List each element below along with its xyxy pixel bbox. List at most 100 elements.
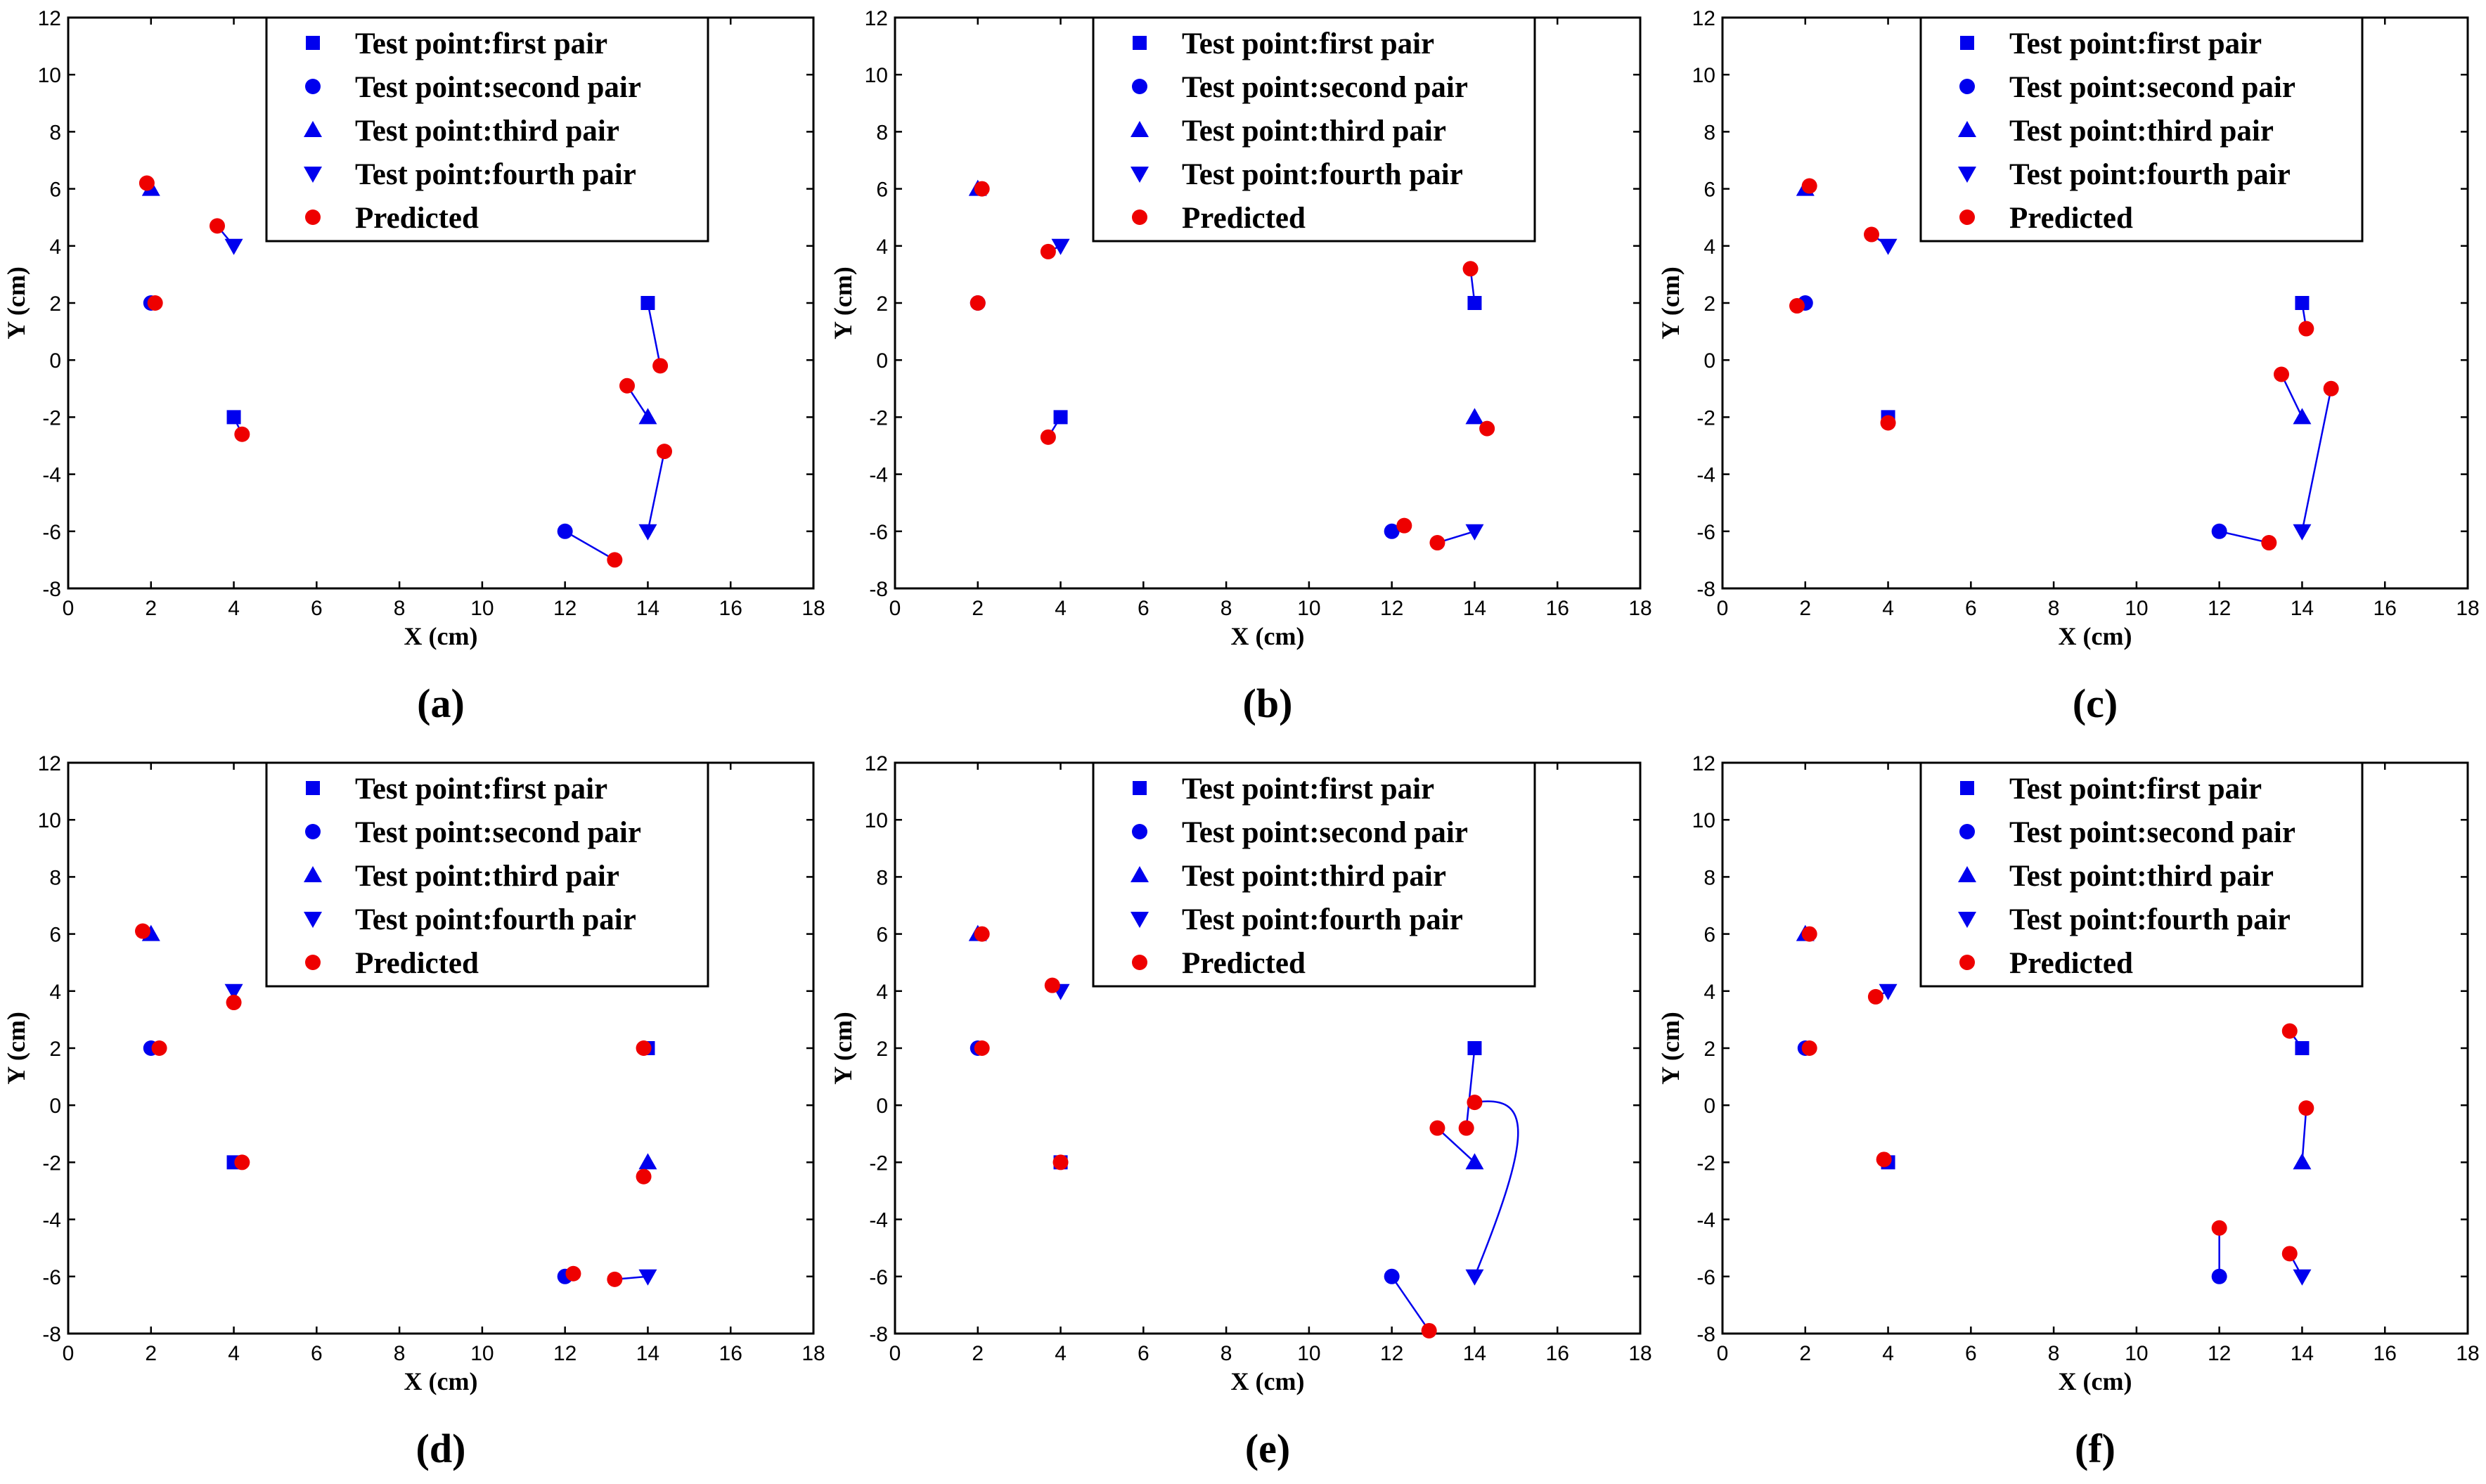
x-tick-label: 4: [1882, 597, 1894, 620]
x-tick-label: 16: [719, 597, 742, 620]
panel-label: (d): [416, 1426, 466, 1471]
predicted-point: [139, 175, 155, 191]
predicted-point: [1421, 1322, 1437, 1338]
test-point: [224, 983, 243, 1000]
x-tick-label: 2: [972, 1342, 984, 1365]
y-tick-label: 12: [1692, 7, 1715, 30]
legend-marker: [1132, 209, 1147, 225]
legend-entry: Test point:fourth pair: [1182, 158, 1463, 191]
test-point: [1465, 524, 1484, 541]
predicted-point: [210, 218, 225, 234]
x-tick-label: 6: [1138, 597, 1149, 620]
x-tick-label: 12: [553, 597, 577, 620]
x-tick-label: 4: [1055, 1342, 1067, 1365]
y-tick-label: -2: [1696, 406, 1715, 430]
legend-entry: Test point:fourth pair: [1182, 903, 1463, 936]
y-tick-label: -4: [42, 1209, 61, 1232]
predicted-point: [234, 426, 250, 442]
predicted-point: [1801, 1040, 1817, 1056]
y-tick-label: 4: [49, 235, 61, 259]
panel-label: (a): [417, 680, 465, 726]
x-tick-label: 4: [228, 597, 240, 620]
panel-label: (f): [2075, 1426, 2115, 1471]
predicted-point: [652, 358, 669, 374]
x-axis-label: X (cm): [2059, 1367, 2132, 1395]
chart-panel: 0 2 4 6 8 10 12 14 16 18 -8 -6 -4 -2 0 2 4 6 8 10 12 X (cm) Y …: [829, 7, 1652, 726]
predicted-point: [1040, 429, 1056, 445]
x-tick-label: 16: [1546, 1342, 1569, 1365]
y-tick-label: -4: [1696, 464, 1715, 487]
legend-entry: Predicted: [2009, 947, 2133, 980]
legend-marker: [304, 121, 322, 137]
x-tick-label: 12: [553, 1342, 577, 1365]
x-tick-label: 10: [470, 597, 494, 620]
predicted-point: [2281, 1023, 2298, 1039]
legend-entry: Test point:second pair: [355, 816, 641, 849]
test-point: [2293, 1269, 2312, 1286]
predicted-point: [2298, 321, 2314, 337]
x-tick-label: 16: [2374, 1342, 2397, 1365]
legend: Test point:first pair Test point:second p…: [1092, 16, 1536, 243]
test-point: [640, 296, 655, 310]
y-tick-label: 12: [865, 7, 888, 30]
connection-line: [2280, 373, 2303, 418]
x-tick-label: 0: [1717, 597, 1729, 620]
x-tick-label: 0: [63, 1342, 75, 1365]
y-tick-label: 4: [49, 981, 61, 1004]
y-tick-label: -2: [869, 1151, 888, 1175]
legend-marker: [304, 866, 322, 882]
legend-box: [265, 16, 709, 243]
test-point: [2211, 1268, 2227, 1284]
predicted-point: [974, 926, 990, 942]
x-tick-label: 14: [2291, 597, 2314, 620]
chart-panel: 0 2 4 6 8 10 12 14 16 18 -8 -6 -4 -2 0 2 4 6 8 10 12 X (cm) Y …: [1656, 752, 2480, 1471]
y-tick-label: 0: [49, 349, 61, 373]
x-tick-label: 8: [2048, 597, 2060, 620]
predicted-point: [147, 295, 163, 311]
test-point: [224, 238, 243, 255]
y-tick-label: 8: [1704, 121, 1715, 144]
y-tick-label: 10: [38, 809, 61, 832]
predicted-point: [2261, 535, 2277, 551]
x-tick-label: 12: [2208, 597, 2231, 620]
predicted-point: [1789, 298, 1805, 314]
y-tick-label: 0: [1704, 1095, 1715, 1118]
y-tick-label: 0: [876, 1095, 888, 1118]
x-tick-label: 4: [228, 1342, 240, 1365]
predicted-point: [226, 995, 242, 1011]
legend-marker: [1959, 824, 1975, 839]
predicted-point: [607, 1271, 623, 1287]
x-tick-label: 0: [889, 597, 901, 620]
x-tick-label: 18: [1628, 1342, 1651, 1365]
predicted-point: [1044, 977, 1060, 993]
connection-line: [2219, 530, 2269, 544]
predicted-point: [1052, 1154, 1069, 1170]
legend-entry: Test point:second pair: [355, 71, 641, 104]
y-tick-label: -4: [1696, 1209, 1715, 1232]
test-point: [2211, 523, 2227, 539]
x-tick-label: 10: [2125, 597, 2148, 620]
x-tick-label: 12: [1380, 1342, 1403, 1365]
test-point: [2293, 1153, 2312, 1170]
x-axis-label: X (cm): [1231, 1367, 1305, 1395]
y-tick-label: 6: [1704, 924, 1715, 947]
legend-marker: [1958, 912, 1976, 928]
test-point: [1465, 408, 1484, 425]
predicted-point: [607, 552, 623, 568]
y-tick-label: -6: [42, 1266, 61, 1289]
y-tick-label: 4: [1704, 235, 1715, 259]
legend-marker: [305, 209, 321, 225]
predicted-point: [135, 923, 150, 939]
legend-entry: Test point:third pair: [2009, 115, 2274, 148]
test-point: [1467, 1041, 1482, 1055]
legend-entry: Predicted: [2009, 202, 2133, 235]
legend-marker: [1131, 912, 1149, 928]
y-axis-label: Y (cm): [2, 1012, 30, 1085]
x-tick-label: 16: [2374, 597, 2397, 620]
y-tick-label: -8: [869, 578, 888, 601]
legend-entry: Test point:third pair: [355, 860, 619, 893]
y-tick-label: 6: [49, 924, 61, 947]
predicted-point: [1040, 243, 1056, 259]
y-tick-label: 12: [865, 752, 888, 775]
legend-entry: Predicted: [355, 202, 479, 235]
